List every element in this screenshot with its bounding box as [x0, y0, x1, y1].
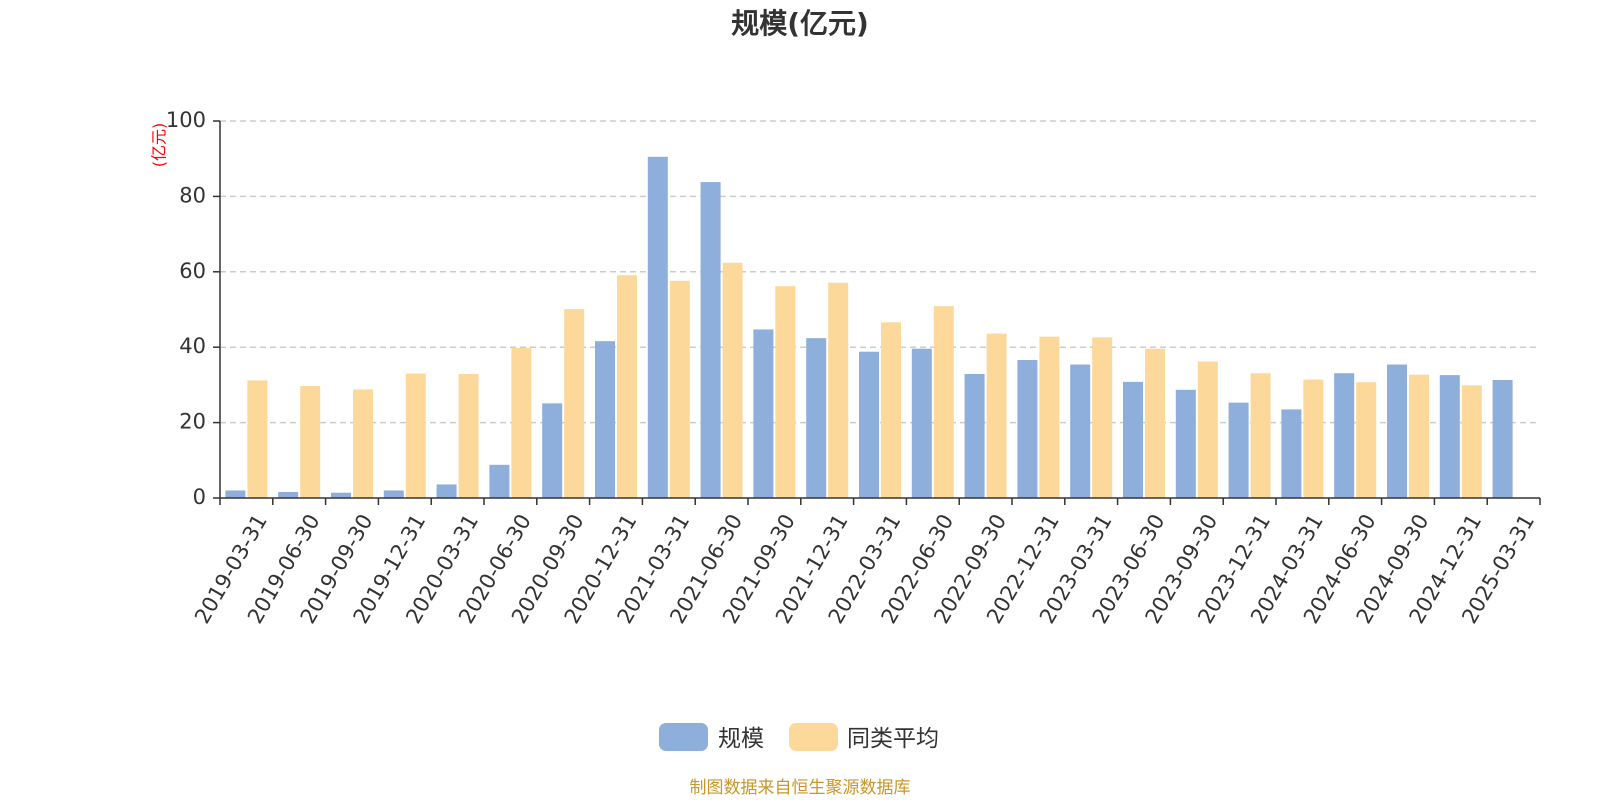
bar-peer-average-2020-09-30 — [564, 309, 585, 498]
bar-peer-average-2019-03-31 — [247, 380, 268, 498]
y-tick-label: 100 — [166, 108, 206, 132]
legend-swatch-scale[interactable] — [659, 723, 708, 751]
bar-scale-2019-06-30 — [278, 491, 299, 498]
bar-peer-average-2022-12-31 — [1039, 336, 1060, 498]
y-tick-label: 60 — [179, 259, 206, 283]
bar-peer-average-2020-06-30 — [511, 347, 532, 498]
bar-peer-average-2019-09-30 — [353, 389, 373, 498]
bar-scale-2024-12-31 — [1439, 375, 1460, 498]
y-axis-unit-label: (亿元) — [150, 123, 169, 168]
y-tick-label: 0 — [193, 485, 206, 509]
bar-peer-average-2019-12-31 — [405, 373, 426, 498]
bar-peer-average-2021-06-30 — [722, 262, 743, 498]
bar-peer-average-2022-06-30 — [933, 306, 954, 498]
bar-peer-average-2020-12-31 — [617, 275, 637, 498]
bar-scale-2023-06-30 — [1123, 381, 1143, 498]
bar-peer-average-2019-06-30 — [300, 386, 321, 498]
legend-label-peer-average: 同类平均 — [847, 726, 939, 752]
bar-scale-2022-03-31 — [859, 351, 879, 498]
bar-peer-average-2023-09-30 — [1197, 361, 1218, 498]
bar-peer-average-2022-03-31 — [881, 322, 901, 498]
bar-scale-2022-12-31 — [1017, 360, 1038, 498]
chart-title: 规模(亿元) — [731, 7, 869, 40]
x-axis-ticks: 2019-03-312019-06-302019-09-302019-12-31… — [190, 498, 1541, 628]
bar-scale-2020-09-30 — [542, 403, 563, 498]
bar-scale-2020-03-31 — [436, 484, 457, 498]
axes — [219, 121, 1540, 499]
bar-scale-2021-03-31 — [647, 156, 668, 498]
bar-peer-average-2024-09-30 — [1409, 374, 1429, 498]
bar-scale-2022-09-30 — [964, 373, 985, 498]
bar-scale-2023-12-31 — [1228, 402, 1249, 498]
bar-scale-2023-03-31 — [1070, 364, 1091, 498]
bar-peer-average-2024-06-30 — [1356, 382, 1377, 498]
bar-scale-2020-12-31 — [595, 341, 615, 498]
bar-scale-2020-06-30 — [489, 464, 510, 498]
bar-peer-average-2021-12-31 — [828, 282, 849, 498]
bar-scale-2022-06-30 — [911, 348, 932, 498]
bar-scale-2019-03-31 — [225, 490, 246, 498]
bar-peer-average-2023-03-31 — [1092, 337, 1113, 498]
bar-peer-average-2023-06-30 — [1145, 348, 1165, 498]
legend-label-scale: 规模 — [718, 726, 764, 752]
source-note: 制图数据来自恒生聚源数据库 — [690, 778, 911, 798]
bar-scale-2019-09-30 — [331, 492, 351, 498]
bar-scale-2019-12-31 — [383, 490, 404, 498]
bar-peer-average-2022-09-30 — [986, 333, 1007, 498]
bar-peer-average-2023-12-31 — [1250, 373, 1271, 498]
bar-peer-average-2021-03-31 — [669, 280, 690, 498]
legend: 规模 同类平均 — [659, 723, 939, 752]
bars — [225, 156, 1513, 498]
y-axis-ticks: 0 20 40 60 80 100 — [166, 108, 220, 509]
bar-scale-2021-12-31 — [806, 338, 827, 498]
y-tick-label: 20 — [179, 410, 206, 434]
bar-peer-average-2020-03-31 — [458, 373, 479, 498]
bar-scale-2021-06-30 — [700, 182, 721, 498]
legend-swatch-peer-average[interactable] — [789, 723, 838, 751]
bar-scale-2024-06-30 — [1334, 373, 1355, 498]
bar-scale-2023-09-30 — [1175, 389, 1196, 498]
bar-scale-2025-03-31 — [1492, 379, 1513, 498]
bar-scale-2024-09-30 — [1387, 364, 1407, 498]
bar-peer-average-2021-09-30 — [775, 286, 796, 498]
y-tick-label: 80 — [179, 183, 206, 207]
bar-peer-average-2024-03-31 — [1303, 379, 1324, 498]
y-tick-label: 40 — [179, 334, 206, 358]
bar-scale-2021-09-30 — [753, 329, 774, 498]
bar-peer-average-2024-12-31 — [1461, 385, 1482, 498]
bar-scale-2024-03-31 — [1281, 409, 1302, 498]
